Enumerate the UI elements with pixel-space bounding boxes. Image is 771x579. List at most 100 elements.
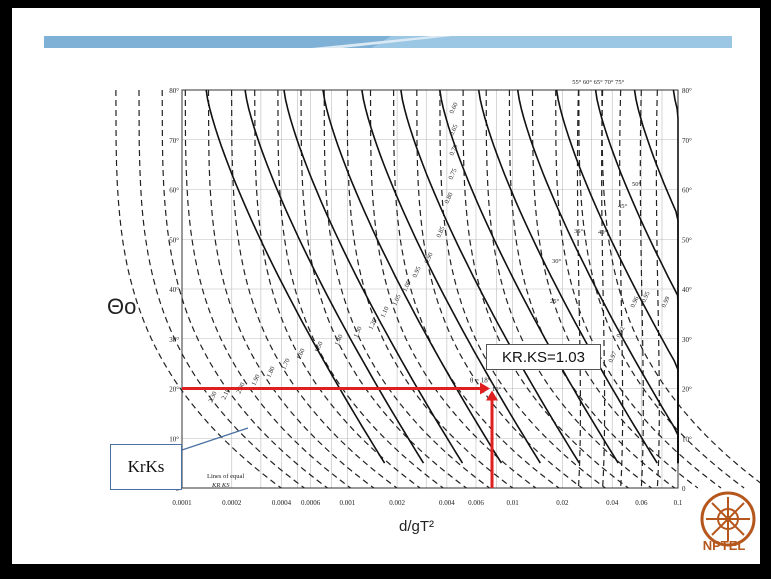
vertical-arrow-head [486, 390, 499, 401]
angle-value-label: 10° [492, 386, 502, 393]
krks-value-label: 0.60 [448, 102, 459, 115]
legend-note-line1: Lines of equal [207, 473, 244, 480]
x-tick-label: 0.06 [635, 499, 648, 507]
krks-line [161, 89, 328, 489]
y-tick-label-left: 10° [169, 435, 179, 443]
angle-value-label: 25° [550, 298, 560, 305]
krks-value-label: 1.10 [379, 306, 390, 319]
x-tick-label: 0.02 [556, 499, 569, 507]
krks-line [231, 89, 398, 489]
deep-angle-line [477, 89, 658, 464]
y-tick-label-right: 60° [682, 187, 692, 195]
chart: 0.0001 0.0002 0.0004 0.0006 0.001 0.002 0.004 0… [115, 79, 760, 507]
y-tick-label-right: 50° [682, 236, 692, 244]
x-tick-label: 0.002 [389, 499, 405, 507]
x-tick-label: 0.1 [674, 499, 683, 507]
y-tick-label-left: 80° [169, 87, 179, 95]
krks-value-label: 0.92 [615, 326, 626, 339]
krks-value-label: 1.90 [250, 374, 261, 387]
krks-line [369, 89, 537, 489]
deep-angle-line [322, 89, 503, 464]
krks-line [254, 89, 421, 489]
krks-line [601, 89, 760, 484]
krks-line [555, 89, 722, 489]
slide: 0.0001 0.0002 0.0004 0.0006 0.001 0.002 0.004 0… [12, 8, 760, 564]
kr-ks-legend-label: KrKs [127, 457, 165, 476]
legend-pointer-line [169, 427, 249, 455]
y-tick-label-right: 80° [682, 87, 692, 95]
x-tick-label: 0.0002 [222, 499, 242, 507]
deep-angle-line [516, 89, 679, 464]
x-axis-label: d/gT² [399, 518, 435, 535]
krks-value-label: 0.99 [660, 296, 671, 309]
krks-value-label: 0.75 [447, 168, 458, 181]
horizontal-arrow-head [480, 382, 491, 395]
deep-angle-line [400, 89, 580, 464]
angle-value-label: 30° [552, 258, 562, 265]
krks-value-label: 0.95 [640, 291, 651, 304]
y-tick-label-right: 10° [682, 435, 692, 443]
x-tick-label: 0.04 [606, 499, 619, 507]
krks-value-label: 0.70 [448, 144, 459, 157]
krks-value-label: 1.70 [280, 358, 291, 371]
krks-line-vertical [655, 89, 660, 489]
krks-value-label: 1.20 [367, 318, 378, 331]
krks-value-label: 0.96 [629, 295, 640, 309]
krks-line [207, 89, 375, 489]
series-deep-angle [205, 89, 679, 464]
krks-line [277, 89, 444, 489]
angle-value-label: 45° [618, 203, 628, 210]
result-label: KR.KS=1.03 [502, 348, 585, 366]
y-tick-label-left: 30° [169, 336, 179, 344]
nptel-logo-text: NPTEL [702, 538, 746, 553]
angle-value-label: 50° [632, 181, 642, 188]
krks-line-vertical [619, 89, 624, 489]
deep-angle-line [555, 89, 679, 464]
krks-value-label: 0.80 [443, 192, 454, 205]
deep-angle-line [439, 89, 619, 464]
x-tick-label: 0.01 [507, 499, 520, 507]
y-tick-label-right: 70° [682, 137, 692, 145]
krks-value-label: 0.97 [607, 350, 618, 364]
krks-line [485, 89, 652, 489]
y-axis-label: Θo [107, 294, 137, 319]
deep-angle-line [205, 89, 386, 464]
krks-line [508, 89, 676, 489]
deep-angle-line [594, 89, 679, 464]
krks-value-label: 0.95 [411, 266, 422, 279]
deep-angle-line [361, 89, 541, 464]
x-tick-label: 0.004 [439, 499, 455, 507]
y-tick-label-left: 70° [169, 137, 179, 145]
y-tick-label-right: 40° [682, 286, 692, 294]
krks-line [393, 89, 560, 489]
krks-value-label: 2.10 [220, 388, 231, 401]
krks-value-label: 2.30 [207, 391, 218, 404]
kr-ks-legend-box: KrKs [110, 444, 182, 490]
krks-line-vertical [601, 89, 606, 489]
y-tick-label-right: 20° [682, 386, 692, 394]
x-tick-label: 0.001 [339, 499, 355, 507]
angle-value-label: 40° [598, 229, 608, 236]
x-tick-label: 0.0001 [172, 499, 192, 507]
krks-value-label: 1.80 [265, 366, 276, 379]
chart-grid [181, 89, 679, 489]
deep-angle-line [244, 89, 425, 464]
krks-line [462, 89, 629, 489]
krks-value-label: 1.40 [333, 334, 344, 347]
krks-line [346, 89, 514, 489]
krks-line [115, 89, 282, 489]
angle-value-label: 35° [574, 228, 584, 235]
x-tick-label: 0.0006 [301, 499, 321, 507]
y-tick-label-left: 60° [169, 187, 179, 195]
krks-value-label: 1.00 [401, 280, 412, 293]
nptel-logo-icon [700, 491, 756, 547]
krks-line [416, 89, 583, 489]
y-tick-label-left: 40° [169, 286, 179, 294]
krks-value-label: 0.65 [448, 124, 459, 137]
krks-line [323, 89, 490, 489]
y-tick-label-left: 20° [169, 386, 179, 394]
krks-line [578, 89, 745, 489]
y-tick-label-right: 30° [682, 336, 692, 344]
slide-banner [12, 8, 760, 60]
deep-angle-line [283, 89, 464, 464]
